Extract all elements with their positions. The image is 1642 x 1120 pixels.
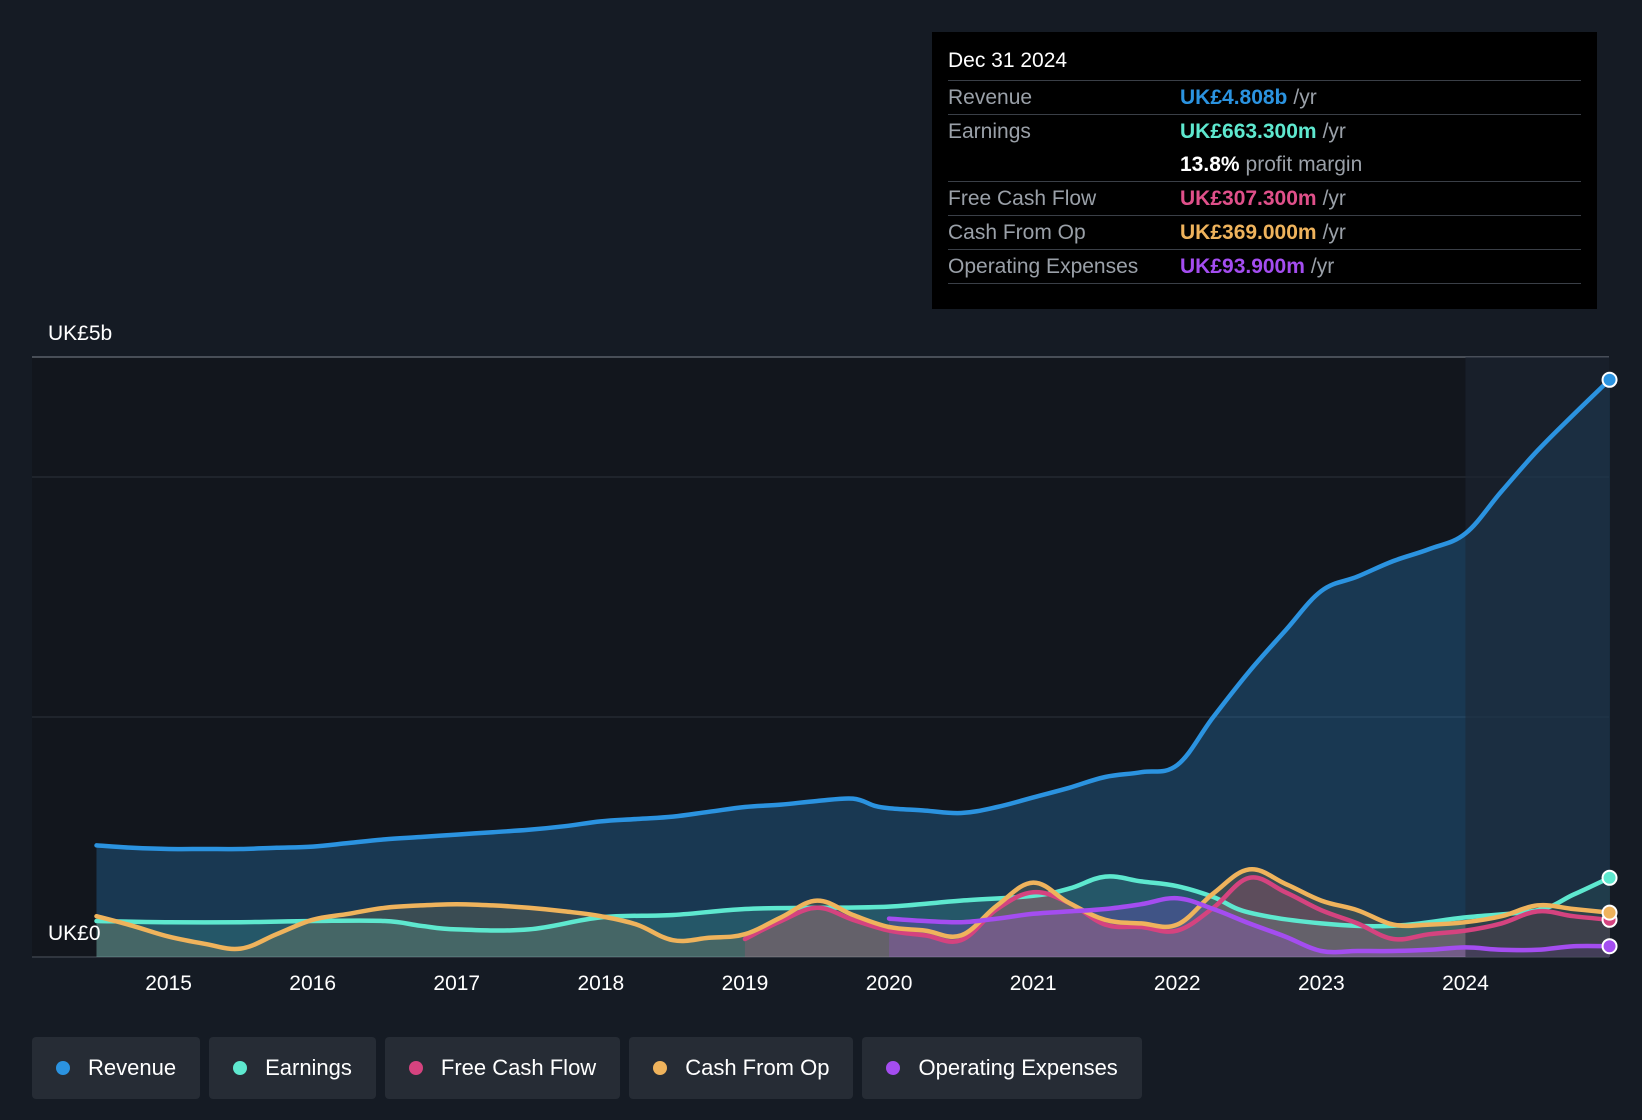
tooltip-label: Cash From Op — [948, 220, 1086, 244]
gridlines — [32, 356, 1609, 958]
revenue-endpoint — [1601, 371, 1618, 388]
tooltip-row-profit-margin: 13.8% profit margin — [948, 148, 1581, 182]
x-tick-label: 2016 — [289, 972, 336, 995]
earnings-line — [94, 874, 1612, 933]
x-tick-label: 2024 — [1442, 972, 1489, 995]
x-tick-label: 2022 — [1154, 972, 1201, 995]
tooltip-unit: /yr — [1322, 119, 1346, 143]
revenue-area — [96, 379, 1610, 957]
tooltip-row-free-cash-flow: Free Cash Flow UK£307.300m /yr — [948, 182, 1581, 216]
y-axis-bottom-label: UK£0 — [48, 922, 101, 945]
cash-from-op-line — [94, 867, 1612, 952]
legend-label: Operating Expenses — [918, 1055, 1118, 1080]
x-tick-label: 2021 — [1010, 972, 1057, 995]
x-tick-label: 2019 — [722, 972, 769, 995]
tooltip-date: Dec 31 2024 — [948, 46, 1581, 81]
tooltip-row-revenue: Revenue UK£4.808b /yr — [948, 81, 1581, 115]
tooltip-unit: /yr — [1310, 254, 1335, 278]
tooltip-row-operating-expenses: Operating Expenses UK£93.900m /yr — [948, 250, 1581, 284]
x-tick-label: 2023 — [1298, 972, 1345, 995]
legend-item-free-cash-flow[interactable]: Free Cash Flow — [384, 1037, 621, 1099]
tooltip-value: UK£4.808b — [1180, 85, 1288, 109]
x-tick-label: 2018 — [577, 972, 624, 995]
tooltip-label: Earnings — [948, 119, 1031, 143]
revenue-line — [94, 377, 1612, 852]
legend-item-cash-from-op[interactable]: Cash From Op — [629, 1037, 854, 1099]
legend-dot-icon — [653, 1061, 668, 1075]
legend: Revenue Earnings Free Cash Flow Cash Fro… — [32, 1037, 1142, 1099]
legend-label: Earnings — [265, 1055, 352, 1080]
tooltip-label: Free Cash Flow — [948, 186, 1097, 210]
cash-from-op-endpoint — [1601, 904, 1618, 921]
tooltip-value: UK£663.300m — [1180, 119, 1317, 143]
y-axis-top-label: UK£5b — [48, 322, 112, 345]
plot-background — [32, 357, 1466, 957]
x-tick-label: 2017 — [433, 972, 480, 995]
legend-item-revenue[interactable]: Revenue — [32, 1037, 201, 1099]
legend-dot-icon — [886, 1061, 901, 1075]
legend-label: Free Cash Flow — [440, 1055, 597, 1080]
tooltip-value: 13.8% — [1180, 152, 1240, 176]
legend-dot-icon — [408, 1061, 423, 1075]
legend-dot-icon — [56, 1061, 70, 1075]
earnings-endpoint — [1601, 869, 1618, 886]
tooltip-row-earnings: Earnings UK£663.300m /yr — [948, 115, 1581, 148]
tooltip-row-cash-from-op: Cash From Op UK£369.000m /yr — [948, 216, 1581, 250]
legend-label: Revenue — [88, 1055, 177, 1080]
series-lines — [94, 377, 1612, 955]
tooltip-unit: /yr — [1322, 186, 1346, 210]
tooltip-value: UK£93.900m — [1180, 254, 1305, 278]
tooltip-label: Revenue — [948, 85, 1033, 109]
series-endpoints — [1601, 371, 1618, 955]
operating-expenses-endpoint — [1601, 938, 1618, 955]
x-axis-ticks: 2015 2016 2017 2018 2019 2020 2021 2022 2023 2024 — [145, 972, 1489, 995]
x-tick-label: 2020 — [866, 972, 913, 995]
x-tick-label: 2015 — [145, 972, 192, 995]
tooltip-unit: /yr — [1293, 85, 1317, 109]
tooltip-unit: /yr — [1322, 220, 1346, 244]
free-cash-flow-line — [742, 875, 1612, 944]
operating-expenses-line — [886, 895, 1612, 955]
legend-item-operating-expenses[interactable]: Operating Expenses — [862, 1037, 1142, 1099]
tooltip-label: Operating Expenses — [948, 254, 1139, 278]
legend-dot-icon — [233, 1061, 248, 1075]
tooltip-value: UK£369.000m — [1180, 220, 1317, 244]
tooltip-unit: profit margin — [1245, 152, 1363, 176]
tooltip: Dec 31 2024 Revenue UK£4.808b /yr Earnin… — [932, 32, 1597, 309]
legend-label: Cash From Op — [685, 1055, 830, 1080]
tooltip-value: UK£307.300m — [1180, 186, 1317, 210]
highlight-band — [1465, 357, 1609, 957]
legend-item-earnings[interactable]: Earnings — [209, 1037, 376, 1099]
